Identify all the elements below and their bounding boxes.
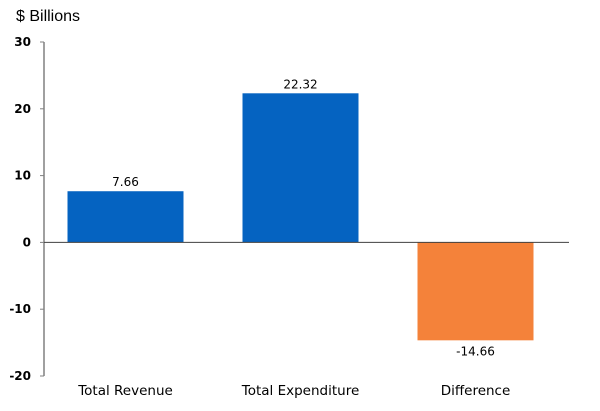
y-axis: -20 -10 0 10 20 30 [9, 35, 569, 383]
y-tick-label: 0 [23, 235, 31, 249]
y-tick-label: 30 [14, 35, 31, 49]
x-category-label: Total Revenue [77, 383, 173, 399]
x-category-label: Difference [441, 383, 511, 399]
bar-difference [417, 242, 534, 341]
data-label: 7.66 [112, 175, 139, 189]
data-label: 22.32 [283, 77, 317, 91]
y-tick-label: 10 [14, 169, 31, 183]
x-category-label: Total Expenditure [241, 383, 360, 399]
y-tick-label: 20 [14, 102, 31, 116]
data-label: -14.66 [456, 344, 495, 358]
y-tick-label: -20 [9, 369, 31, 383]
bars [67, 93, 534, 341]
labels: 7.66 Total Revenue 22.32 Total Expenditure -… [77, 77, 510, 399]
bar-total-revenue [67, 191, 184, 243]
y-unit-label: $ Billions [16, 8, 80, 25]
bar-total-expenditure [242, 93, 359, 243]
y-tick-label: -10 [9, 302, 31, 316]
